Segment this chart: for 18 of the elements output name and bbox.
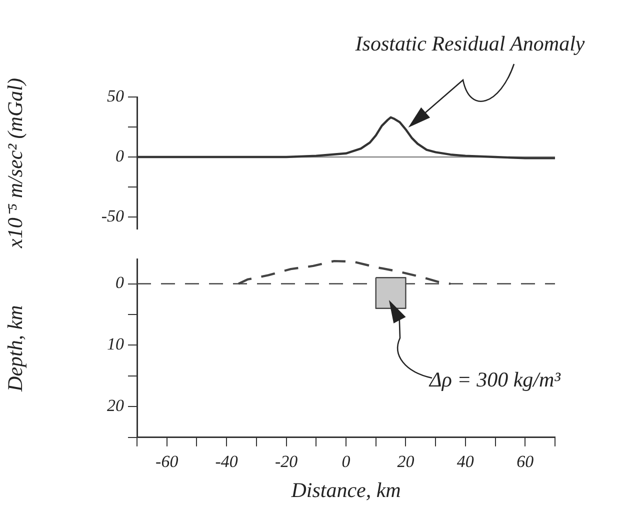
x-tick-label: 20 <box>397 452 415 472</box>
y-axis-title: x10⁻⁵ m/sec² (mGal) <box>3 78 28 249</box>
y-axis-title: Depth, km <box>3 305 28 392</box>
x-tick-label: 60 <box>516 452 534 472</box>
y-tick-label: -50 <box>101 206 124 226</box>
y-tick-label: 0 <box>116 273 124 292</box>
y-tick-label: 50 <box>107 86 124 106</box>
x-tick-label: 40 <box>456 452 474 472</box>
y-tick-label: 0 <box>116 146 124 166</box>
y-tick-label: 20 <box>107 396 124 416</box>
x-tick-label: -40 <box>215 452 238 472</box>
annotation: Δρ = 300 kg/m³ <box>428 368 562 392</box>
x-tick-label: -20 <box>274 452 298 472</box>
text: Isostatic Residual Anomaly <box>354 32 586 56</box>
y-tick-label: 10 <box>107 334 124 354</box>
x-tick-label: 0 <box>342 452 351 472</box>
x-tick-label: -60 <box>156 452 179 472</box>
x-axis-title: Distance, km <box>290 478 401 502</box>
